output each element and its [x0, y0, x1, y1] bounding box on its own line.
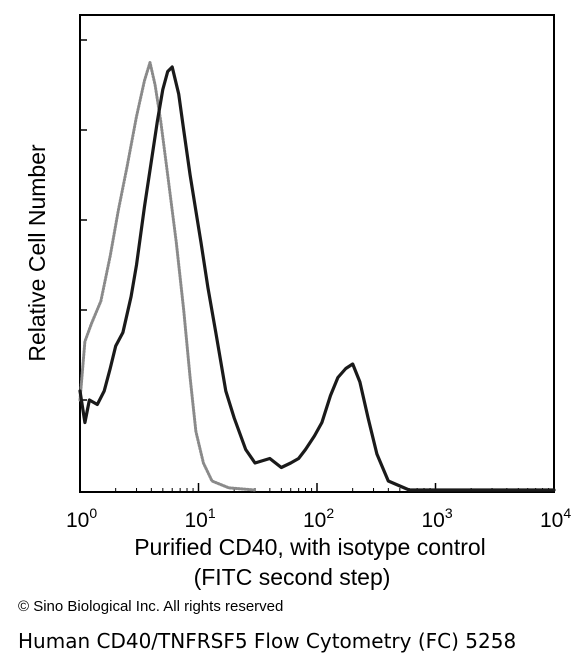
- x-axis-label-line2: (FITC second step): [194, 564, 391, 590]
- x-tick-label: 103: [422, 505, 453, 532]
- y-axis-label: Relative Cell Number: [24, 144, 50, 362]
- histogram-series: [78, 61, 556, 492]
- y-axis-ticks: [80, 39, 87, 401]
- figure-caption: Human CD40/TNFRSF5 Flow Cytometry (FC) 5…: [18, 629, 516, 653]
- x-tick-label: 104: [540, 505, 571, 532]
- x-axis-ticks: 100 101 102 103 104: [66, 483, 571, 532]
- x-tick-label: 102: [303, 505, 334, 532]
- cd40-stained-curve: [78, 65, 556, 492]
- copyright-text: © Sino Biological Inc. All rights reserv…: [18, 598, 283, 615]
- isotype-control-curve: [78, 61, 257, 492]
- x-tick-label: 100: [66, 505, 97, 532]
- plot-frame: [79, 14, 555, 493]
- x-tick-label: 101: [185, 505, 216, 532]
- x-axis-label: Purified CD40, with isotype control: [134, 534, 486, 560]
